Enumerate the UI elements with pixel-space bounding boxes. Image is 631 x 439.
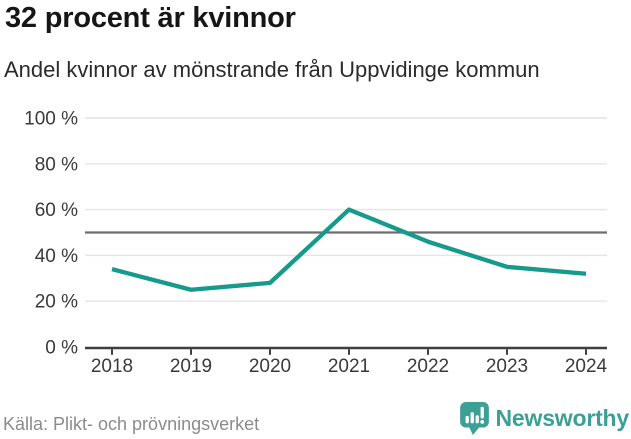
newsworthy-bubble-chart-icon [459, 402, 489, 435]
y-axis-label: 20 % [35, 292, 78, 313]
x-axis-label: 2019 [170, 356, 212, 377]
newsworthy-logo: Newsworthy [459, 402, 630, 435]
y-axis-label: 80 % [35, 154, 78, 175]
y-axis-label: 100 % [24, 109, 78, 130]
x-axis-label: 2020 [249, 356, 291, 377]
x-axis-label: 2024 [565, 356, 608, 377]
x-axis-label: 2021 [328, 356, 370, 377]
x-axis-label: 2018 [91, 356, 133, 377]
y-axis-label: 60 % [35, 200, 78, 221]
source-note: Källa: Plikt- och prövningsverket [3, 414, 260, 434]
chart-subtitle: Andel kvinnor av mönstrande från Uppvidi… [4, 57, 540, 82]
y-axis-label: 0 % [45, 338, 78, 359]
y-axis-label: 40 % [35, 246, 78, 267]
x-axis-label: 2023 [486, 356, 528, 377]
newsworthy-wordmark: Newsworthy [495, 405, 630, 431]
data-line [111, 207, 587, 292]
chart-title: 32 procent är kvinnor [5, 2, 296, 34]
x-axis-label: 2022 [407, 356, 449, 377]
